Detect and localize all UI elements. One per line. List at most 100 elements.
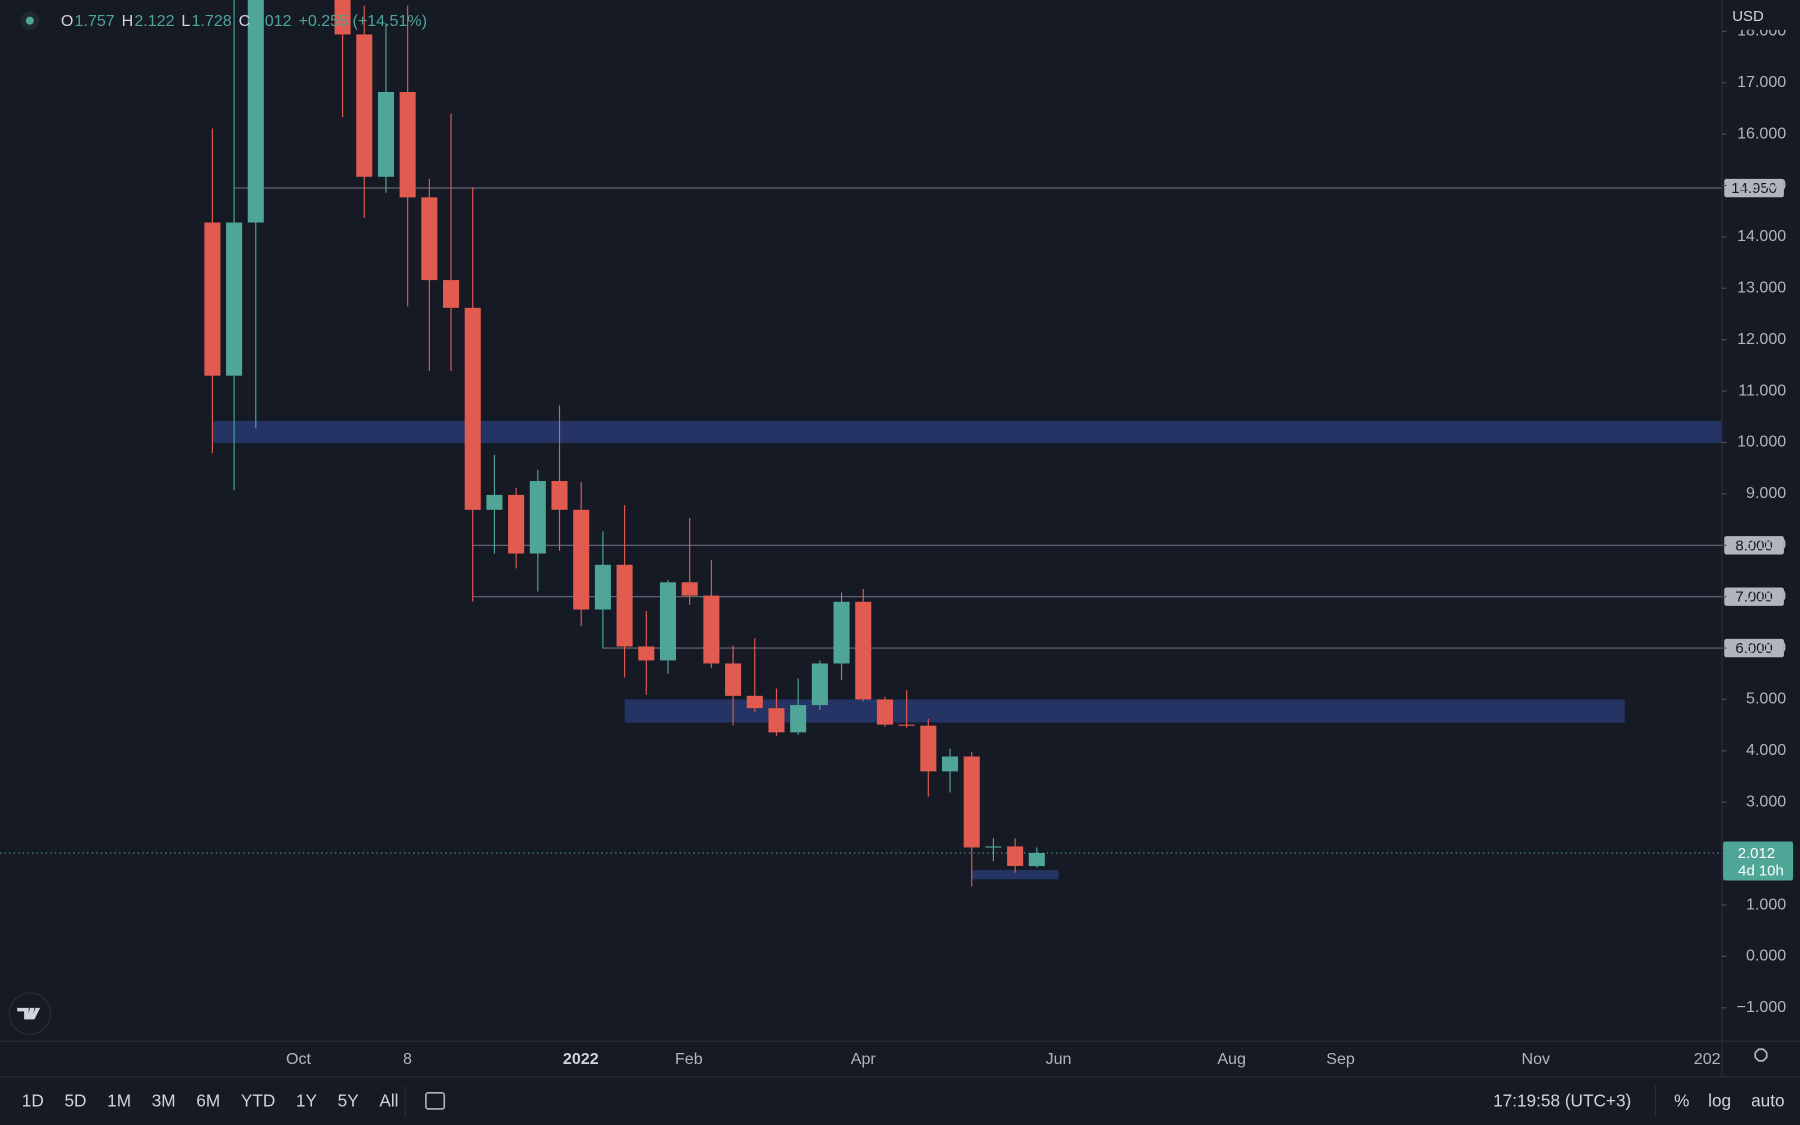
countdown-label: 4d 10h bbox=[1738, 862, 1784, 879]
settings-icon[interactable] bbox=[1754, 1048, 1768, 1062]
ohlc-prefix: L bbox=[181, 12, 190, 30]
y-tick-label: 11.000 bbox=[1738, 381, 1786, 399]
y-tick-label: −1.000 bbox=[1737, 998, 1787, 1016]
range-button[interactable]: 1Y bbox=[296, 1091, 318, 1111]
level-label-box bbox=[1724, 638, 1784, 658]
range-button[interactable]: All bbox=[379, 1091, 398, 1111]
candle-body bbox=[247, 0, 264, 223]
candle-body bbox=[1028, 853, 1045, 867]
scale-option[interactable]: log bbox=[1708, 1091, 1731, 1111]
candle-body bbox=[1007, 846, 1024, 866]
range-button[interactable]: 1D bbox=[22, 1091, 44, 1111]
candle-body bbox=[703, 595, 720, 664]
plot-area bbox=[0, 0, 1722, 887]
candle-body bbox=[486, 494, 503, 510]
y-tick-label: 7.000 bbox=[1746, 587, 1786, 605]
zone bbox=[624, 699, 1625, 723]
candle-body bbox=[746, 695, 763, 709]
candle-body bbox=[638, 646, 655, 661]
range-button[interactable]: 5Y bbox=[338, 1091, 360, 1111]
change-label: +0.255 (+14.51%) bbox=[298, 12, 427, 30]
ohlc-prefix: C bbox=[239, 12, 251, 30]
candle-body bbox=[985, 846, 1002, 848]
range-button[interactable]: 3M bbox=[152, 1091, 176, 1111]
y-tick-label: 6.000 bbox=[1746, 638, 1786, 656]
x-tick-label: 2022 bbox=[563, 1050, 599, 1068]
logo-mark bbox=[17, 1007, 41, 1020]
candle-body bbox=[551, 481, 568, 510]
y-tick-label: 4.000 bbox=[1746, 741, 1786, 759]
candle-body bbox=[963, 756, 980, 848]
y-tick-label: 16.000 bbox=[1737, 124, 1786, 142]
x-tick-label: Aug bbox=[1217, 1050, 1246, 1068]
range-button[interactable]: 1M bbox=[107, 1091, 131, 1111]
y-tick-label: 9.000 bbox=[1746, 484, 1786, 502]
candle-body bbox=[529, 481, 546, 554]
y-tick-label: 0.000 bbox=[1746, 947, 1786, 965]
x-tick-label: Apr bbox=[851, 1050, 877, 1068]
y-tick-label: 8.000 bbox=[1746, 536, 1786, 554]
candle-body bbox=[659, 582, 677, 661]
candle-body bbox=[855, 601, 872, 700]
candle-body bbox=[377, 91, 394, 177]
x-tick-label: Jun bbox=[1046, 1050, 1072, 1068]
ohlc-value: 1.757 bbox=[74, 12, 114, 30]
candle-body bbox=[334, 0, 351, 35]
range-button[interactable]: YTD bbox=[241, 1091, 275, 1111]
candle-body bbox=[920, 725, 937, 772]
level-label-box bbox=[1724, 587, 1784, 606]
y-tick-label: 15.000 bbox=[1737, 176, 1786, 194]
y-tick-label: 10.000 bbox=[1737, 433, 1786, 451]
ohlc-prefix: H bbox=[122, 12, 134, 30]
candle-body bbox=[876, 699, 893, 725]
currency[interactable]: USD bbox=[1732, 8, 1764, 25]
candle-body bbox=[421, 197, 438, 281]
candle-body bbox=[204, 222, 221, 376]
last-price-label: 2.012 bbox=[1738, 845, 1775, 862]
level-label: 6.000 bbox=[1735, 640, 1772, 657]
level-label-box bbox=[1724, 178, 1784, 198]
x-tick-label: Feb bbox=[675, 1050, 703, 1068]
candle-body bbox=[725, 663, 742, 696]
status-dot bbox=[25, 16, 34, 25]
y-tick-label: 14.000 bbox=[1737, 227, 1786, 245]
y-tick-label: 12.000 bbox=[1737, 330, 1786, 348]
date-range-icon[interactable] bbox=[425, 1092, 446, 1110]
y-tick-label: 17.000 bbox=[1737, 73, 1786, 91]
x-tick-label: Oct bbox=[286, 1050, 312, 1068]
candle-body bbox=[790, 705, 807, 733]
x-tick-label: 202 bbox=[1694, 1050, 1721, 1068]
ohlc-value: 2.122 bbox=[134, 12, 174, 30]
candle-body bbox=[399, 91, 416, 198]
clock: 17:19:58 (UTC+3) bbox=[1493, 1091, 1631, 1111]
ohlc-prefix: O bbox=[61, 12, 74, 30]
range-button[interactable]: 5D bbox=[64, 1091, 86, 1111]
range-button[interactable]: 6M bbox=[196, 1091, 220, 1111]
scale-option[interactable]: % bbox=[1674, 1091, 1689, 1111]
candle-body bbox=[616, 564, 633, 647]
candle-body bbox=[508, 494, 525, 554]
candle-body bbox=[941, 756, 959, 772]
candle-body bbox=[811, 663, 828, 706]
candle-body bbox=[833, 601, 850, 664]
candle-body bbox=[768, 708, 785, 733]
zone bbox=[971, 870, 1059, 880]
level-label: 14.950 bbox=[1731, 180, 1777, 197]
ohlc-value: 2.012 bbox=[251, 12, 291, 30]
candle-body bbox=[226, 222, 243, 376]
candle-body bbox=[594, 564, 611, 610]
y-tick-label: 3.000 bbox=[1746, 792, 1786, 810]
scale-option[interactable]: auto bbox=[1751, 1091, 1784, 1111]
level-label: 7.000 bbox=[1735, 589, 1772, 606]
last-price-box bbox=[1723, 841, 1794, 881]
ohlc-value: 1.728 bbox=[192, 12, 232, 30]
y-tick-label: 1.000 bbox=[1746, 895, 1786, 913]
level-label-box bbox=[1724, 536, 1784, 555]
candle-body bbox=[356, 34, 373, 177]
x-tick-label: 8 bbox=[403, 1050, 412, 1068]
y-tick-label: 13.000 bbox=[1737, 279, 1786, 297]
candle-body bbox=[443, 280, 460, 308]
